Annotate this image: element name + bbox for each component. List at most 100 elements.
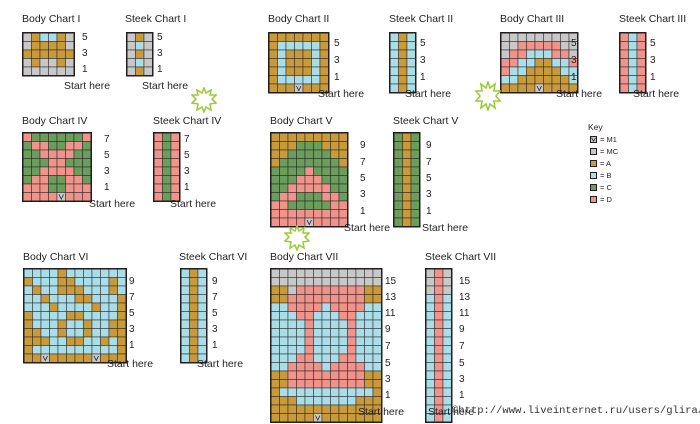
stitch-cell: [287, 209, 297, 219]
stitch-cell: [330, 183, 340, 193]
stitch-cell: [619, 58, 629, 68]
body-chart-7-row-label: 5: [385, 358, 391, 369]
stitch-cell: [389, 32, 399, 42]
stitch-cell: [40, 328, 50, 338]
body-chart-5-row-label: 9: [360, 140, 366, 151]
stitch-cell: [39, 66, 49, 76]
stitch-cell: [313, 328, 323, 338]
stitch-cell: [304, 396, 314, 406]
stitch-cell: [321, 413, 331, 423]
stitch-cell: [270, 166, 280, 176]
stitch-cell: [393, 183, 403, 193]
stitch-cell: [170, 175, 180, 185]
stitch-cell: [330, 404, 340, 414]
steek-chart-5-row-label: 5: [426, 173, 432, 184]
stitch-cell: [355, 379, 365, 389]
body-chart-2-row-label: 3: [334, 55, 340, 66]
stitch-cell: [135, 49, 145, 59]
stitch-cell: [434, 345, 444, 355]
m1-mark-icon: [315, 415, 321, 421]
stitch-cell: [66, 285, 76, 295]
stitch-cell: [304, 268, 314, 278]
stitch-cell: [197, 311, 207, 321]
stitch-cell: [410, 175, 420, 185]
stitch-cell: [285, 75, 295, 85]
stitch-cell: [321, 328, 331, 338]
stitch-cell: [393, 166, 403, 176]
steek-chart-1-row-label: 5: [157, 32, 163, 43]
stitch-cell: [330, 319, 340, 329]
stitch-cell: [65, 58, 75, 68]
stitch-cell: [330, 362, 340, 372]
stitch-cell: [338, 294, 348, 304]
stitch-cell: [526, 83, 536, 93]
steek-chart-7-row-label: 7: [459, 341, 465, 352]
stitch-cell: [364, 379, 374, 389]
stitch-cell: [434, 268, 444, 278]
stitch-cell: [270, 362, 280, 372]
stitch-cell: [313, 362, 323, 372]
steek-chart-6-grid: [180, 268, 208, 364]
body-chart-5-row-label: 7: [360, 157, 366, 168]
stitch-cell: [287, 387, 297, 397]
body-chart-4-row-label: 7: [104, 134, 110, 145]
stitch-cell: [57, 311, 67, 321]
stitch-cell: [330, 175, 340, 185]
stitch-cell: [338, 175, 348, 185]
stitch-cell: [277, 32, 287, 42]
steek-chart-6-row-label: 7: [212, 292, 218, 303]
stitch-cell: [32, 294, 42, 304]
stitch-cell: [296, 302, 306, 312]
stitch-cell: [31, 41, 41, 51]
stitch-cell: [355, 336, 365, 346]
stitch-cell: [410, 132, 420, 142]
stitch-cell: [355, 370, 365, 380]
stitch-cell: [347, 404, 357, 414]
m1-mark-icon: [42, 355, 48, 362]
stitch-cell: [434, 353, 444, 363]
stitch-cell: [321, 141, 331, 151]
stitch-cell: [410, 166, 420, 176]
body-chart-4-grid: [22, 132, 92, 202]
stitch-cell: [180, 294, 190, 304]
body-chart-7-title: Body Chart VII: [270, 251, 339, 263]
stitch-cell: [313, 192, 323, 202]
stitch-cell: [434, 311, 444, 321]
stitch-cell: [49, 311, 59, 321]
stitch-cell: [91, 277, 101, 287]
stitch-cell: [56, 58, 66, 68]
stitch-cell: [313, 404, 323, 414]
stitch-cell: [402, 200, 412, 210]
stitch-cell: [321, 370, 331, 380]
stitch-cell: [534, 32, 544, 42]
stitch-cell: [57, 285, 67, 295]
stitch-cell: [296, 353, 306, 363]
stitch-cell: [23, 336, 33, 346]
stitch-cell: [338, 404, 348, 414]
stitch-cell: [180, 336, 190, 346]
stitch-cell: [83, 277, 93, 287]
stitch-cell: [270, 302, 280, 312]
stitch-cell: [347, 387, 357, 397]
stitch-cell: [347, 285, 357, 295]
stitch-cell: [100, 302, 110, 312]
stitch-cell: [636, 41, 646, 51]
stitch-cell: [31, 32, 41, 42]
stitch-cell: [270, 370, 280, 380]
body-chart-1-grid: [22, 32, 75, 77]
stitch-cell: [270, 404, 280, 414]
stitch-cell: [287, 141, 297, 151]
stitch-cell: [330, 379, 340, 389]
stitch-cell: [270, 268, 280, 278]
stitch-cell: [40, 285, 50, 295]
stitch-cell: [40, 345, 50, 355]
stitch-cell: [23, 328, 33, 338]
stitch-cell: [304, 141, 314, 151]
stitch-cell: [543, 58, 553, 68]
stitch-cell: [268, 58, 278, 68]
stitch-cell: [296, 387, 306, 397]
stitch-cell: [560, 32, 570, 42]
stitch-cell: [279, 200, 289, 210]
stitch-cell: [197, 294, 207, 304]
stitch-cell: [434, 387, 444, 397]
